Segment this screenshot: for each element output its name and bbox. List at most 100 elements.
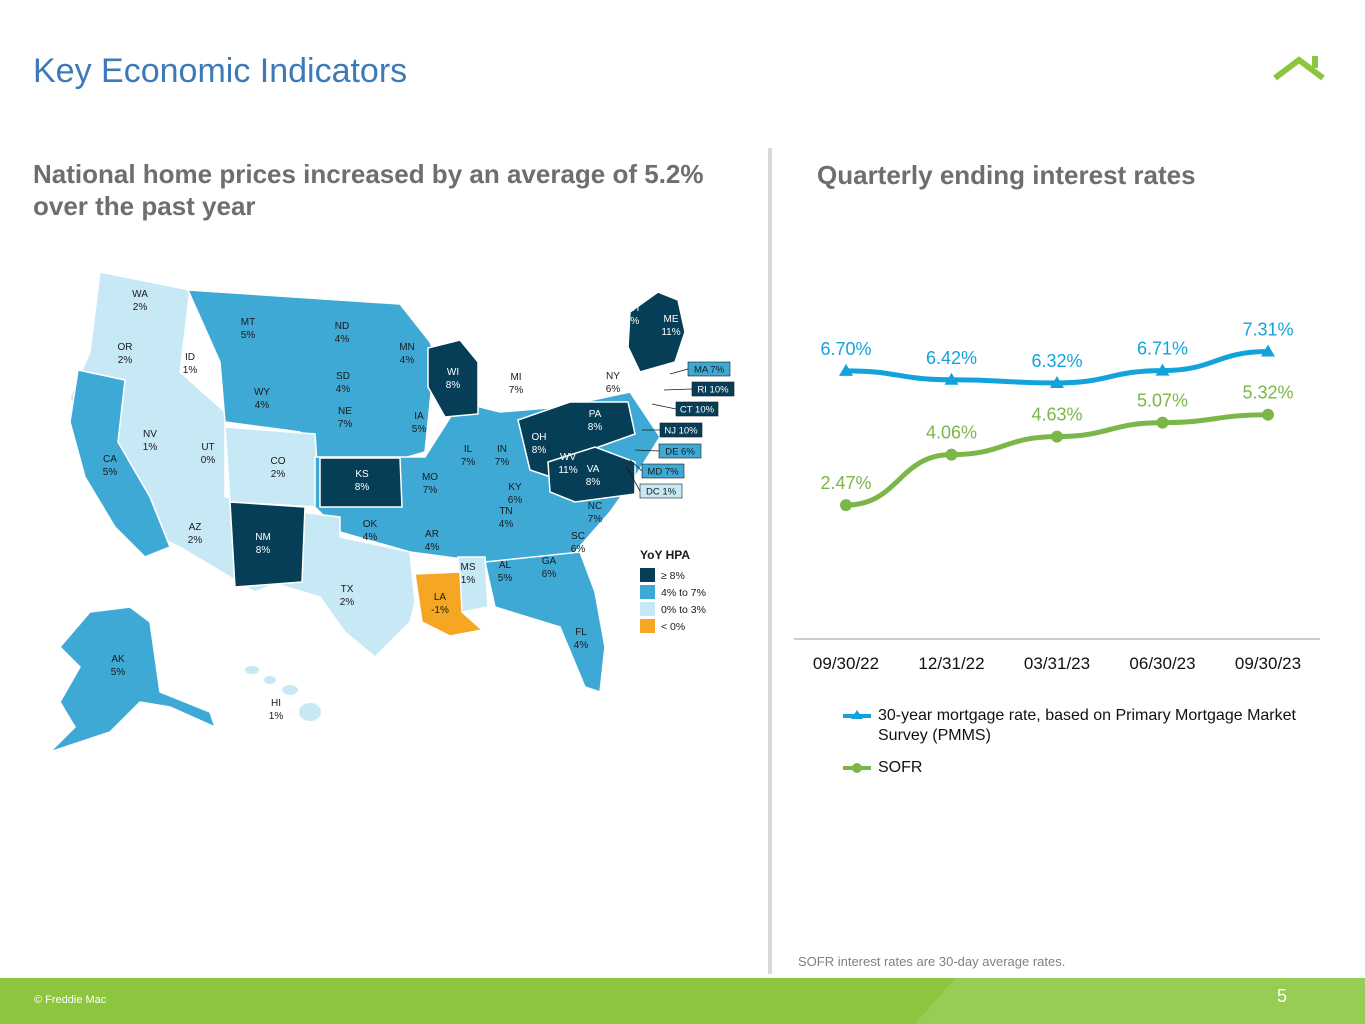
callout-leader (634, 449, 660, 452)
callout-label: CT 10% (680, 405, 715, 416)
state-label-nd: ND (335, 321, 349, 332)
series-1-point-3 (1156, 416, 1169, 429)
callout-leader (651, 403, 677, 410)
region-ak (49, 606, 217, 753)
state-label-wi: WI (447, 367, 459, 378)
state-label-or: OR (118, 342, 133, 353)
state-value-al: 5% (498, 573, 513, 584)
callout-label: MD 7% (647, 467, 679, 478)
state-label-wy: WY (254, 387, 270, 398)
hpa-legend-title: YoY HPA (640, 548, 690, 562)
map-heading: National home prices increased by an ave… (33, 159, 704, 221)
state-label-ut: UT (201, 442, 214, 453)
state-label-il: IL (464, 444, 473, 455)
state-label-la: LA (434, 592, 447, 603)
state-label-ca: CA (103, 454, 117, 465)
state-label-mt: MT (241, 317, 255, 328)
state-labels: WA 2% OR 2% ID 1% MT 5% ND 4% MN 4% WY 4% SD 4% WI 8% MI 7%… (103, 289, 681, 722)
circle-marker-icon (843, 763, 871, 773)
series-1-point-1 (945, 448, 958, 461)
state-value-sd: 4% (336, 384, 351, 395)
callout-box (639, 483, 683, 499)
footnote: SOFR interest rates are 30-day average r… (798, 954, 1066, 969)
state-value-sc: 6% (571, 544, 586, 555)
state-value-ia: 5% (412, 424, 427, 435)
state-label-tx: TX (341, 584, 354, 595)
region-new-england (627, 291, 686, 373)
series-0-label-0: 6.70% (820, 339, 871, 359)
hpa-legend-swatch (640, 619, 655, 633)
state-label-ok: OK (363, 519, 378, 530)
state-value-tn: 4% (499, 519, 514, 530)
region-hi-2 (264, 676, 276, 684)
region-hi-4 (299, 703, 321, 721)
state-label-wa: WA (132, 289, 148, 300)
hpa-legend-swatch (640, 568, 655, 582)
callout-leader (625, 465, 641, 492)
state-label-ks: KS (355, 469, 369, 480)
series-1-label-2: 4.63% (1031, 405, 1082, 425)
state-label-nv: NV (143, 429, 157, 440)
state-value-la: -1% (431, 605, 449, 616)
callout-box (687, 361, 731, 377)
state-value-mt: 5% (241, 330, 256, 341)
legend-label-pmms: 30-year mortgage rate, based on Primary … (878, 707, 1296, 744)
state-value-wa: 2% (133, 302, 148, 313)
state-label-mn: MN (399, 342, 415, 353)
state-value-ut: 0% (201, 455, 216, 466)
x-tick-labels: 09/30/22 12/31/22 03/31/23 06/30/23 09/30/23 (813, 654, 1301, 673)
series-0-point-0 (839, 363, 853, 376)
state-value-nv: 1% (143, 442, 158, 453)
state-label-va: VA (587, 464, 600, 475)
state-label-in: IN (497, 444, 507, 455)
state-value-fl: 4% (574, 640, 589, 651)
state-value-ne: 7% (338, 419, 353, 430)
callout-box (675, 401, 719, 417)
state-label-ny: NY (606, 371, 620, 382)
column-divider (768, 148, 772, 974)
state-value-me: 11% (661, 327, 680, 338)
hpa-legend-swatch (640, 602, 655, 616)
callout-box (659, 422, 703, 438)
state-label-al: AL (499, 560, 512, 571)
state-label-id: ID (185, 352, 195, 363)
state-value-ky: 6% (508, 495, 523, 506)
state-label-sc: SC (571, 531, 585, 542)
page-title: Key Economic Indicators (33, 52, 408, 90)
state-value-pa: 8% (588, 422, 603, 433)
hpa-legend-label: 0% to 3% (661, 604, 706, 616)
state-value-ok: 4% (363, 532, 378, 543)
hpa-legend-label: < 0% (661, 621, 685, 633)
series-0-label-1: 6.42% (926, 348, 977, 368)
state-value-mn: 4% (400, 355, 415, 366)
state-value-wv: 11% (558, 465, 577, 476)
state-value-wi: 8% (446, 380, 461, 391)
state-label-mo: MO (422, 472, 438, 483)
series-0-point-4 (1261, 344, 1275, 357)
callout-label: RI 10% (697, 385, 729, 396)
state-value-ga: 6% (542, 569, 557, 580)
callout-label: DE 6% (665, 447, 695, 458)
state-label-hi: HI (271, 698, 281, 709)
hpa-legend: YoY HPA ≥ 8% 4% to 7% 0% to 3% < 0% (640, 548, 706, 633)
callout-label: MA 7% (694, 365, 725, 376)
state-value-nh: 9% (625, 316, 640, 327)
state-value-tx: 2% (340, 597, 355, 608)
state-label-tn: TN (499, 506, 512, 517)
x-tick-label-0: 09/30/22 (813, 654, 879, 673)
series-0-point-1 (944, 372, 959, 385)
state-value-va: 8% (586, 477, 601, 488)
map-regions (49, 271, 686, 753)
house-logo-icon (1273, 56, 1325, 81)
callout-leader (663, 388, 693, 391)
state-label-ak: AK (111, 654, 125, 665)
series-0-point-2 (1050, 375, 1064, 388)
region-ca (69, 369, 171, 558)
footer-bar: © Freddie Mac 5 (0, 978, 1365, 1024)
legend-item-pmms: 30-year mortgage rate, based on Primary … (842, 706, 1302, 746)
state-label-nc: NC (588, 501, 602, 512)
state-label-ga: GA (542, 556, 557, 567)
x-tick-label-2: 03/31/23 (1024, 654, 1090, 673)
region-hi-3 (282, 685, 298, 695)
state-label-ky: KY (508, 482, 522, 493)
